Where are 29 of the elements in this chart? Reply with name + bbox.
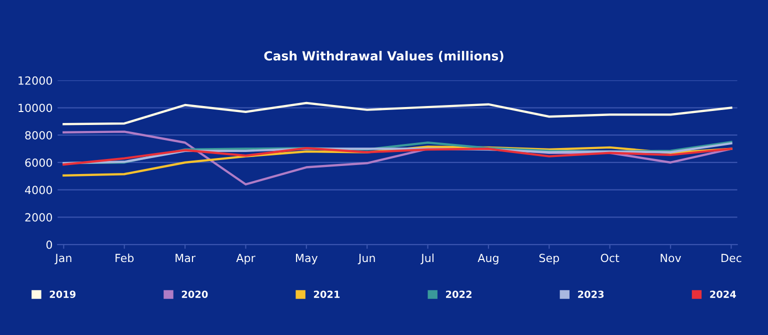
x-tick-label: Jan [54,254,72,264]
chart-title: Cash Withdrawal Values (millions) [264,50,504,62]
legend-label: 2019 [50,290,76,298]
x-tick-label: Jun [358,254,375,264]
x-tick-label: Jul [420,254,434,264]
line-series [62,146,732,177]
x-tick-label: Apr [236,254,256,264]
legend-label: 2021 [314,290,340,298]
x-tick-label: May [296,254,318,264]
legend-label: 2020 [182,290,208,298]
line-series [62,147,732,166]
y-tick-label: 12000 [18,76,52,85]
x-tick-label: Nov [660,254,682,262]
line-series [62,102,732,126]
y-tick-label: 2000 [25,213,52,222]
y-tick-label: 6000 [25,158,52,167]
y-tick-label: 0 [46,240,52,249]
y-tick-label: 4000 [25,186,52,194]
x-tick-label: Dec [722,254,742,262]
x-tick-label: Mar [176,254,196,262]
x-tick-label: Feb [116,254,134,262]
y-tick-label: 8000 [25,131,52,140]
x-tick-label: Aug [478,254,498,264]
x-tick-label: Oct [600,254,620,262]
legend-label: 2022 [446,290,472,298]
x-tick-label: Sep [539,254,560,264]
legend-label: 2023 [578,290,604,298]
legend-label: 2024 [710,290,736,298]
y-tick-label: 10000 [18,104,52,112]
